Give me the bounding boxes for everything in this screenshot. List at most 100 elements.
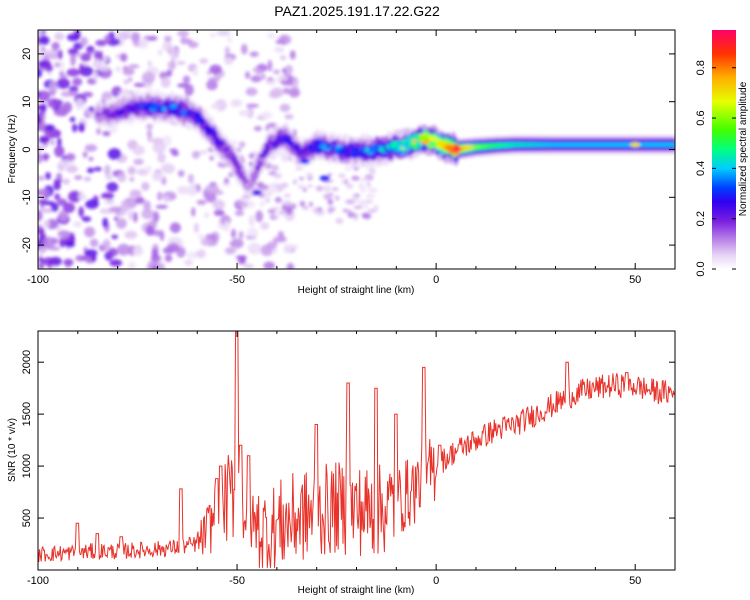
noise-blob <box>144 165 152 174</box>
noise-blob <box>70 54 76 67</box>
noise-blob <box>38 175 45 181</box>
noise-blob <box>285 64 293 75</box>
noise-blob <box>132 145 145 156</box>
ridge-blob <box>300 152 307 158</box>
noise-blob <box>96 127 102 135</box>
noise-blob <box>71 123 78 133</box>
noise-blob <box>65 240 75 248</box>
noise-blob <box>88 156 94 162</box>
noise-blob <box>230 100 243 108</box>
noise-blob <box>177 83 189 88</box>
noise-blob <box>277 210 287 215</box>
noise-blob <box>270 182 276 189</box>
noise-blob <box>176 60 186 65</box>
noise-blob <box>283 243 294 254</box>
noise-blob <box>38 67 43 78</box>
noise-blob <box>68 190 82 203</box>
y-tick-label: 1500 <box>21 402 33 426</box>
noise-blob <box>177 30 190 37</box>
noise-blob <box>128 64 140 69</box>
noise-blob <box>345 199 355 205</box>
noise-blob <box>341 178 346 185</box>
ridge-blob <box>295 148 302 154</box>
noise-blob <box>128 261 136 269</box>
noise-blob <box>288 87 300 98</box>
colorbar-label: Normalized spectral amplitude <box>738 81 749 216</box>
noise-blob <box>147 60 152 67</box>
noise-blob <box>79 63 84 73</box>
noise-blob <box>93 71 99 82</box>
noise-blob <box>302 206 309 210</box>
noise-blob <box>177 170 185 177</box>
ridge-blob <box>433 138 441 144</box>
noise-blob <box>114 216 118 221</box>
noise-blob <box>299 200 306 207</box>
ridge-blob <box>428 140 436 147</box>
ridge-blob <box>147 102 154 108</box>
noise-blob <box>362 213 372 220</box>
ridge-blob <box>309 145 316 151</box>
ridge-blob <box>104 108 111 114</box>
noise-blob <box>273 214 279 219</box>
y-tick-label: 0 <box>21 146 33 152</box>
noise-blob <box>241 204 247 210</box>
noise-blob <box>38 209 43 222</box>
noise-blob <box>47 98 61 109</box>
noise-blob <box>109 206 123 213</box>
noise-blob <box>264 162 273 170</box>
noise-blob <box>157 191 163 201</box>
x-tick-label: -100 <box>27 575 49 587</box>
noise-blob <box>148 35 158 41</box>
noise-blob <box>191 207 196 217</box>
noise-blob <box>224 247 236 255</box>
noise-blob <box>141 71 156 84</box>
ridge-blob <box>211 134 218 141</box>
ridge-peak <box>252 189 262 196</box>
noise-blob <box>127 166 136 175</box>
noise-blob <box>60 60 65 72</box>
noise-blob <box>353 166 359 171</box>
noise-blob <box>116 243 131 256</box>
noise-blob <box>62 178 70 185</box>
noise-blob <box>54 32 65 41</box>
noise-blob <box>89 106 94 112</box>
noise-blob <box>345 209 352 214</box>
noise-blob <box>248 215 255 227</box>
noise-blob <box>128 209 133 221</box>
noise-blob <box>54 145 65 158</box>
noise-blob <box>267 209 276 214</box>
noise-blob <box>234 210 244 216</box>
spectrogram-xlabel: Height of straight line (km) <box>298 285 415 296</box>
noise-blob <box>255 69 264 76</box>
noise-blob <box>101 208 110 214</box>
noise-blob <box>261 73 266 80</box>
noise-blob <box>323 185 332 193</box>
noise-blob <box>38 30 43 39</box>
noise-blob <box>167 60 177 70</box>
noise-blob <box>72 221 83 228</box>
noise-blob <box>53 62 61 68</box>
ridge-blob <box>273 141 281 147</box>
noise-blob <box>263 261 275 269</box>
noise-blob <box>157 49 163 56</box>
y-tick-label: 20 <box>21 48 33 60</box>
noise-blob <box>38 59 52 69</box>
ridge-blob <box>228 153 235 159</box>
noise-blob <box>91 254 97 262</box>
noise-blob <box>43 219 50 229</box>
noise-blob <box>302 187 307 192</box>
noise-blob <box>305 172 313 179</box>
snr-series-line <box>38 331 675 568</box>
noise-blob <box>85 199 99 210</box>
snr-panel: -100 -50 0 50 500 1000 1500 2000 Height of stra… <box>7 330 676 596</box>
noise-blob <box>208 77 221 82</box>
noise-blob <box>352 195 359 202</box>
noise-blob <box>89 238 99 248</box>
noise-blob <box>50 139 55 146</box>
noise-blob <box>358 182 364 189</box>
noise-blob <box>151 265 158 269</box>
noise-blob <box>209 64 222 75</box>
noise-blob <box>241 43 248 55</box>
noise-blob <box>38 114 43 125</box>
